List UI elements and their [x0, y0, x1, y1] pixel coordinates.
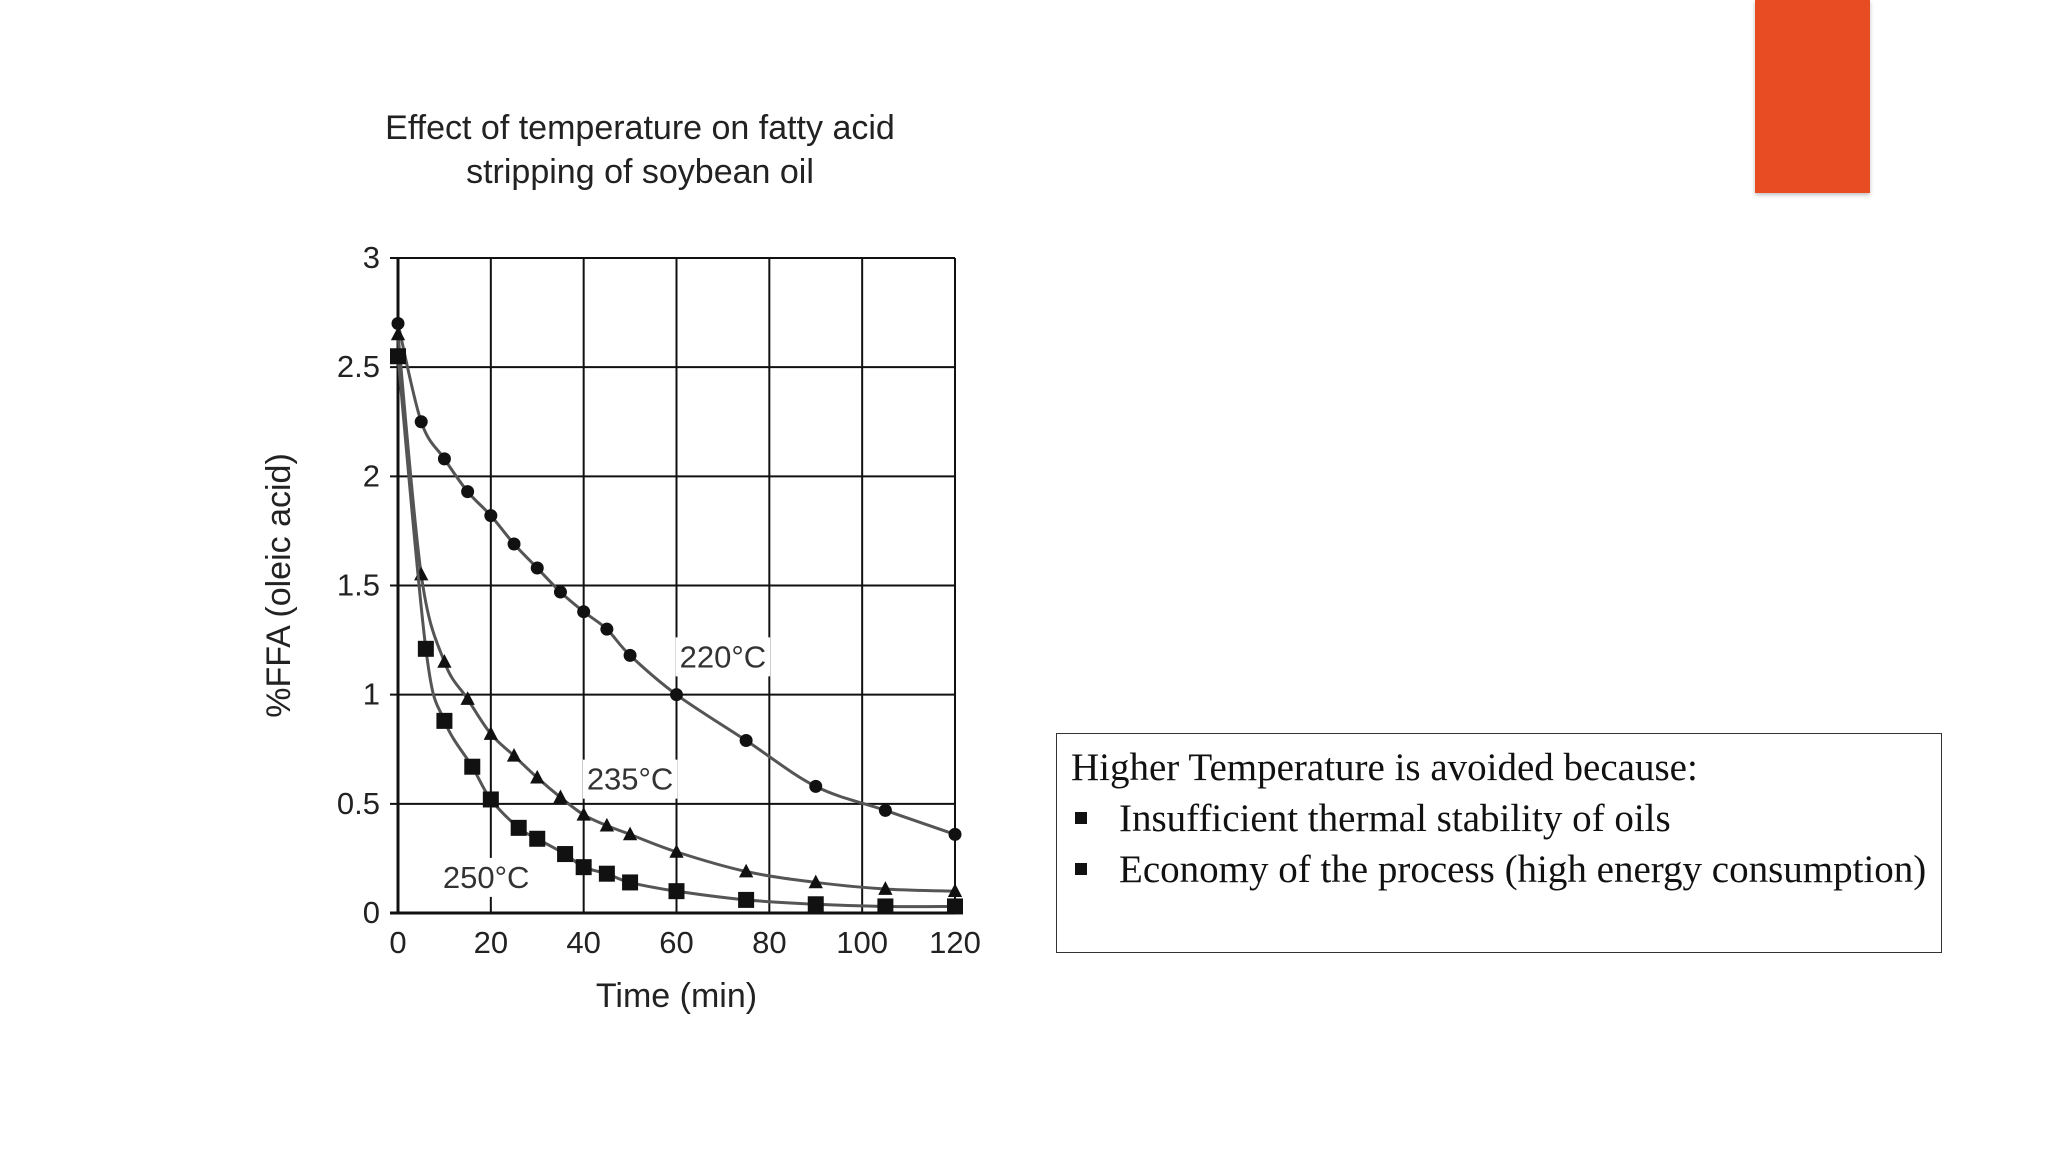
data-point	[507, 537, 521, 551]
note-box: Higher Temperature is avoided because: I…	[1056, 733, 1942, 953]
y-tick-label: 0.5	[337, 786, 380, 821]
data-point	[575, 859, 592, 876]
annotation-backing	[582, 759, 678, 799]
data-point	[598, 865, 615, 882]
data-point	[577, 605, 591, 619]
data-point	[484, 509, 498, 523]
data-point	[553, 585, 567, 599]
note-bullet: Insufficient thermal stability of oils	[1071, 793, 1927, 844]
series-annotation: 220°C	[680, 639, 767, 674]
data-point	[390, 326, 406, 341]
y-tick-label: 2.5	[337, 349, 380, 384]
data-point	[510, 819, 527, 836]
x-tick-label: 100	[836, 925, 888, 960]
data-point	[808, 874, 823, 889]
data-point	[668, 883, 685, 900]
data-point	[599, 817, 615, 832]
data-point	[739, 734, 753, 748]
series-annotation: 235°C	[587, 762, 674, 797]
data-point	[437, 654, 452, 668]
note-heading: Higher Temperature is avoided because:	[1071, 746, 1698, 789]
chart-title: Effect of temperature on fatty acid stri…	[385, 109, 895, 191]
y-tick-label: 1.5	[337, 568, 380, 603]
chart-annotations: 220°C 235°C 250°C	[438, 637, 771, 897]
x-tick-label: 80	[752, 925, 786, 960]
note-bullet: Economy of the process (high energy cons…	[1071, 844, 1927, 895]
chart-series	[390, 317, 963, 915]
series-square	[390, 348, 963, 915]
data-point	[878, 803, 892, 817]
data-point	[948, 827, 962, 841]
y-tick-label: 3	[363, 240, 380, 275]
data-point	[947, 898, 963, 915]
y-tick-label: 2	[363, 458, 380, 493]
data-point	[807, 896, 824, 913]
annotation-backing	[675, 637, 771, 677]
data-point	[622, 826, 638, 841]
chart-grid	[390, 257, 956, 915]
x-tick-label: 20	[474, 925, 508, 960]
series-annotation: 250°C	[443, 860, 530, 895]
data-point	[436, 712, 453, 729]
series-line	[396, 323, 956, 836]
data-point	[877, 898, 894, 915]
note-bullets: Insufficient thermal stability of oils E…	[1071, 793, 1927, 895]
data-point	[391, 317, 405, 330]
series-circle	[391, 317, 962, 841]
data-point	[738, 891, 755, 908]
x-axis-label: Time (min)	[596, 977, 757, 1015]
data-point	[461, 485, 475, 499]
data-point	[437, 452, 451, 466]
data-point	[417, 640, 434, 657]
data-point	[670, 688, 683, 702]
x-tick-label: 40	[566, 925, 600, 960]
series-triangle	[390, 326, 963, 898]
data-point	[390, 348, 406, 365]
data-point	[878, 881, 893, 895]
data-point	[809, 779, 823, 793]
data-point	[483, 726, 498, 740]
x-tick-label: 120	[929, 925, 981, 960]
y-tick-label: 1	[363, 677, 380, 712]
data-point	[460, 691, 475, 705]
chart-ticks: 0 20 40 60 80 100 120 0 0.5 1 1.5 2 2.5 3	[337, 240, 981, 960]
data-point	[622, 874, 639, 891]
data-point	[464, 758, 481, 775]
data-point	[529, 830, 546, 847]
x-tick-label: 0	[389, 925, 406, 960]
y-tick-label: 0	[363, 895, 380, 930]
data-point	[600, 622, 614, 636]
data-point	[947, 883, 963, 898]
x-tick-label: 60	[659, 925, 693, 960]
annotation-backing	[438, 857, 534, 897]
data-point	[738, 863, 754, 878]
data-point	[530, 769, 545, 784]
data-point	[506, 748, 522, 762]
data-point	[482, 791, 499, 808]
data-point	[414, 415, 428, 429]
data-point	[623, 648, 637, 662]
y-axis-label: %FFA (oleic acid)	[260, 453, 298, 718]
data-point	[557, 846, 574, 863]
data-point	[530, 561, 544, 575]
data-point	[553, 789, 568, 804]
accent-bar	[1755, 0, 1870, 193]
data-point	[576, 806, 591, 821]
data-point	[669, 844, 684, 858]
